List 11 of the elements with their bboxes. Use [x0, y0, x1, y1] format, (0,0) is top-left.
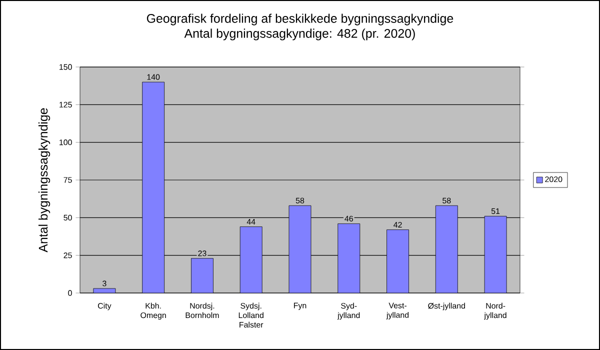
chart-title: Geografisk fordeling af beskikkede bygningssagkyndige [146, 14, 454, 26]
bar [338, 223, 360, 293]
bar [484, 216, 507, 293]
bar [240, 226, 262, 293]
bar [386, 230, 409, 293]
y-axis-title: Antal bygningssagkyndige [38, 108, 50, 252]
bar [288, 205, 312, 293]
chart-subtitle: Antal bygningssagkyndige: 482 (pr. 2020) [184, 28, 415, 40]
bar [435, 205, 458, 293]
bar [142, 82, 165, 293]
bar [191, 258, 214, 293]
